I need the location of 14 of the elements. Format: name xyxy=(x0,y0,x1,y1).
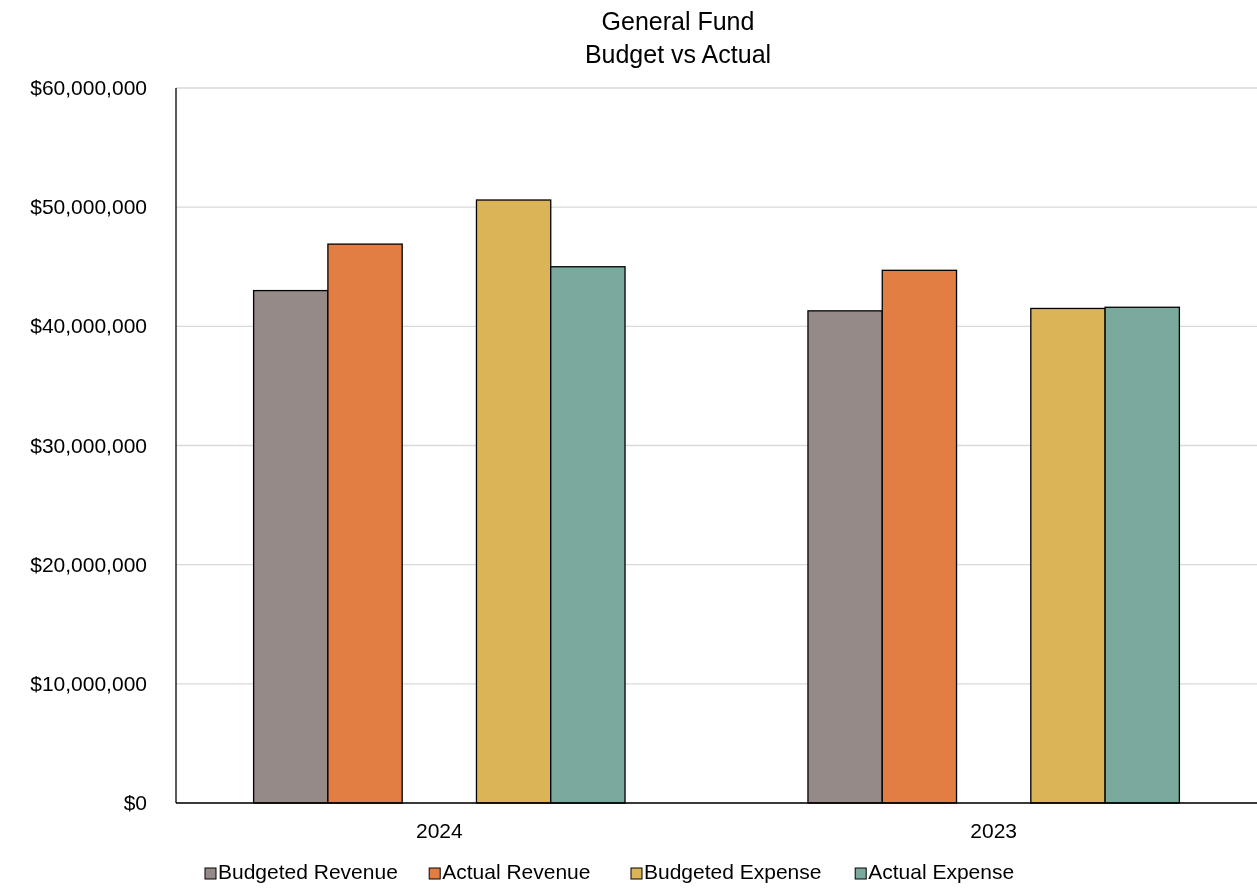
legend-label: Actual Revenue xyxy=(442,860,591,883)
legend-label: Budgeted Expense xyxy=(644,860,822,883)
legend-label: Budgeted Revenue xyxy=(218,860,398,883)
x-tick-label: 2023 xyxy=(970,819,1018,842)
x-tick-label: 2024 xyxy=(415,819,463,842)
y-tick-label: $30,000,000 xyxy=(30,433,147,457)
y-tick-label: $10,000,000 xyxy=(30,671,147,695)
y-tick-label: $50,000,000 xyxy=(30,195,147,219)
y-tick-label: $60,000,000 xyxy=(30,76,147,99)
legend-label: Actual Expense xyxy=(868,860,1015,883)
y-tick-label: $40,000,000 xyxy=(30,314,147,338)
chart-title: General Fund Budget vs Actual xyxy=(584,7,772,68)
y-tick-label: $0 xyxy=(123,791,147,814)
y-tick-label: $20,000,000 xyxy=(30,552,147,576)
